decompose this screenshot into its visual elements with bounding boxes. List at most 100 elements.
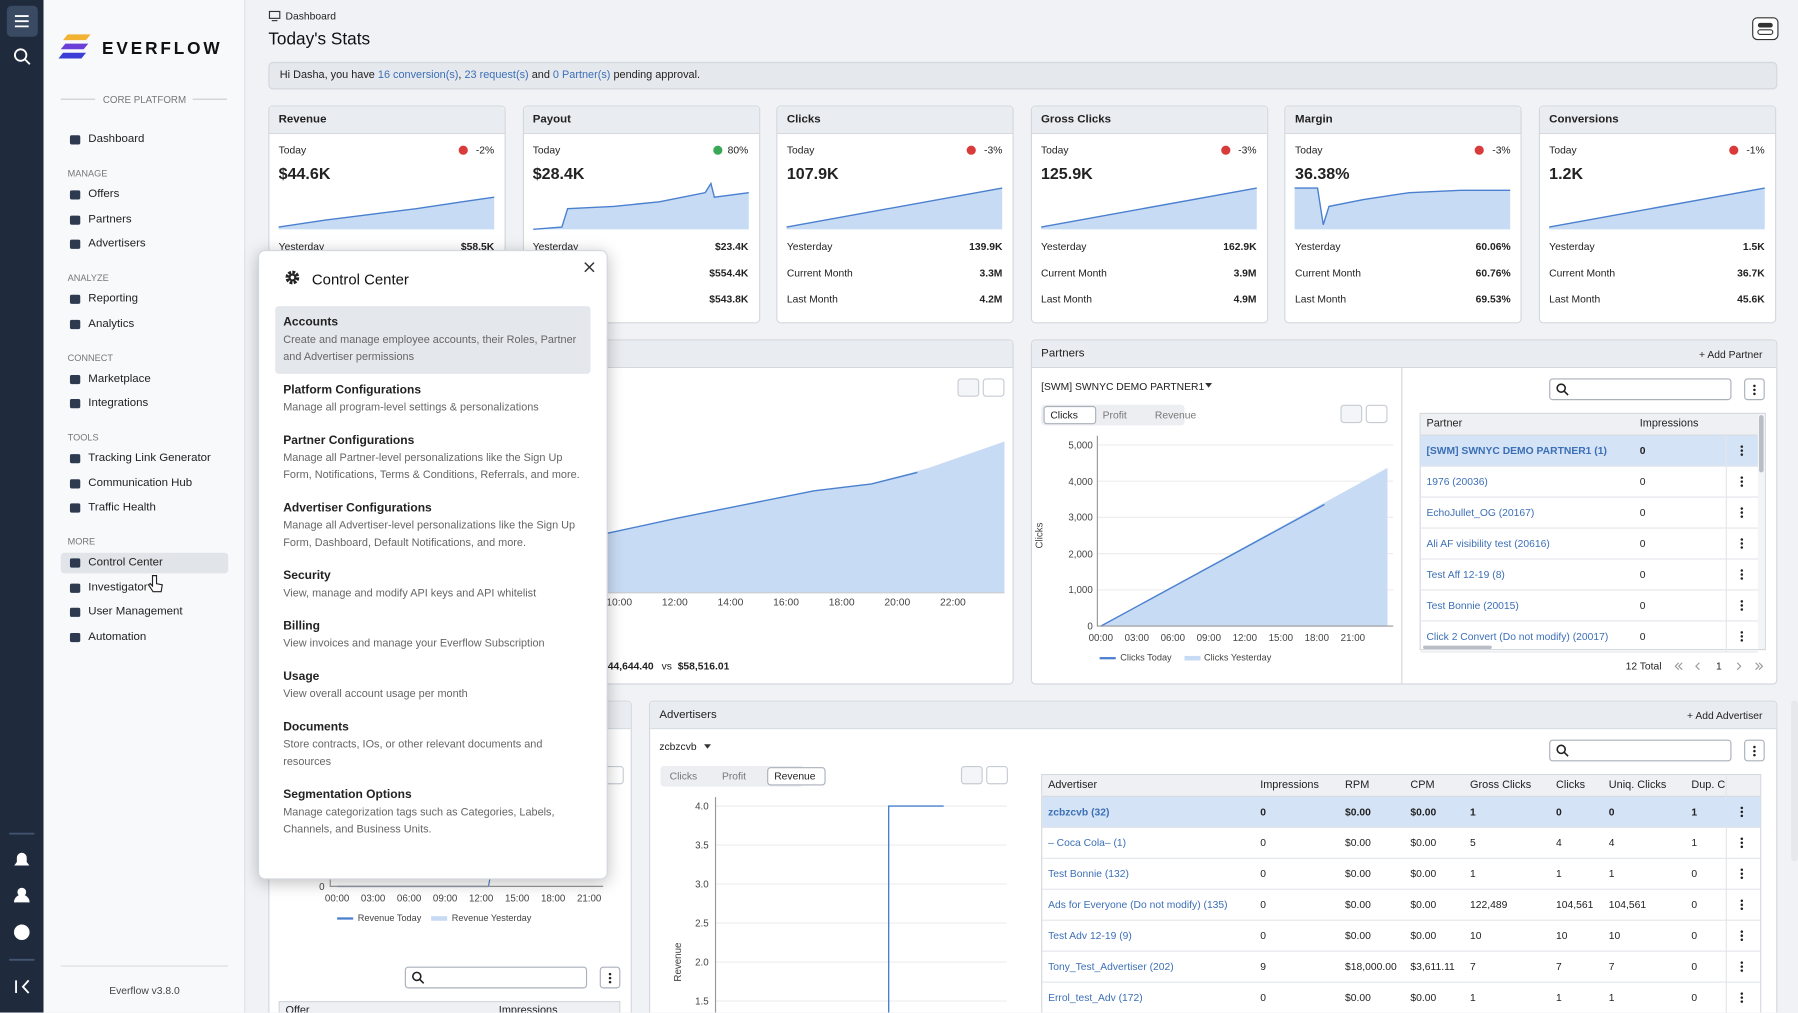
nav-item[interactable]: Reporting [88,292,139,306]
nav-icon [69,215,81,225]
nav-item[interactable]: Dashboard [88,133,145,146]
kpi-row-value: 139.9K [969,240,1003,253]
advertiser-name[interactable]: Test Adv 12-19 (9) [1048,929,1132,942]
y-tick-label: 0 [319,880,325,893]
table-row[interactable] [1420,498,1758,529]
nav-item[interactable]: Partners [88,212,132,226]
kebab-icon [1740,538,1744,549]
table-row[interactable] [1420,467,1758,498]
item-description: View invoices and manage your Everflow S… [283,637,545,651]
kpi-row-value: $58.5K [460,240,495,253]
nav-item[interactable]: Analytics [88,317,135,330]
control-center-item[interactable]: Segmentation Options Manage categorizatio… [275,779,590,847]
scrollbar-thumb [1759,415,1764,473]
control-center-item[interactable]: Documents Store contracts, IOs, or other … [275,711,590,779]
kpi-sparkline [1295,187,1511,230]
table-row[interactable] [1420,435,1758,467]
add-button[interactable]: + Add Advertiser [1686,709,1763,722]
column-header: Offer [285,1004,310,1013]
partner-name[interactable]: 1976 (20036) [1426,475,1488,488]
table-row[interactable] [1042,952,1761,983]
partner-name[interactable]: Test Aff 12-19 (8) [1426,568,1505,581]
control-center-item[interactable]: Partner Configurations Manage all Partner… [275,424,590,492]
nav-item[interactable]: Offers [88,188,120,201]
tab[interactable]: Revenue [774,770,816,783]
add-button[interactable]: + Add Partner [1699,348,1763,361]
control-center-item[interactable]: Usage View overall account usage per mont… [275,660,590,710]
advertiser-name[interactable]: Ads for Everyone (Do not modify) (135) [1048,898,1228,911]
table-row[interactable] [1420,591,1758,622]
table-cell: 0 [1608,806,1615,818]
item-title: Segmentation Options [283,787,412,802]
advertiser-name[interactable]: Tony_Test_Advertiser (202) [1048,960,1174,973]
chart-type-button[interactable] [960,765,983,785]
nav-item[interactable]: User Management [88,605,183,619]
chart-type-button[interactable] [1365,404,1388,424]
control-center-item[interactable]: Security View, manage and modify API keys… [275,560,590,610]
table-row[interactable] [1420,529,1758,560]
table-row[interactable] [1042,983,1761,1013]
nav-item[interactable]: Integrations [88,396,149,410]
y-tick-label: 3.5 [695,839,709,851]
search-input[interactable] [1549,739,1732,762]
table-cell: 0 [1260,991,1266,1004]
table-cell: 1 [1470,806,1476,818]
control-center-item[interactable]: Accounts Create and manage employee accou… [275,306,591,374]
advertiser-select[interactable]: zcbzcvb [659,740,697,753]
search-input[interactable] [404,966,588,989]
search-input[interactable] [1549,378,1732,401]
partner-select[interactable]: [SWM] SWNYC DEMO PARTNER1 [1041,380,1205,393]
tab[interactable]: Revenue [1154,409,1197,421]
advertiser-name[interactable]: Errol_test_Adv (172) [1048,991,1143,1004]
notice-link[interactable]: 0 Partner(s) [552,68,611,82]
nav-item[interactable]: Control Center [88,556,163,569]
close-button[interactable] [584,261,595,273]
kpi-value: 125.9K [1040,163,1093,183]
control-center-item[interactable]: Billing View invoices and manage your Eve… [275,610,590,660]
nav-item[interactable]: Automation [88,630,147,643]
control-center-item[interactable]: Advertiser Configurations Manage all Adve… [275,492,590,560]
nav-item[interactable]: Traffic Health [88,501,156,514]
notice-link[interactable]: 23 request(s) [464,68,529,82]
nav-item[interactable]: Communication Hub [88,476,193,490]
table-cell: 122,489 [1470,898,1508,911]
tab[interactable]: Profit [1102,409,1127,421]
advertiser-name[interactable]: zcbzcvb (32) [1048,806,1110,818]
chart-type-button[interactable] [1340,404,1363,424]
partner-name[interactable]: Ali AF visibility test (20616) [1426,537,1550,550]
y-tick-label: 2.0 [695,956,709,968]
chart-type-button[interactable] [957,378,980,397]
control-center-item[interactable]: Platform Configurations Manage all progra… [275,374,590,424]
partner-name[interactable]: EchoJullet_OG (20167) [1426,506,1535,519]
kpi-change: -3% [1238,144,1257,156]
advertiser-name[interactable]: – Coca Cola– (1) [1048,837,1127,849]
table-row[interactable] [1420,560,1758,591]
chart-type-button[interactable] [982,378,1005,397]
tab[interactable]: Clicks [669,770,698,783]
kpi-title: Revenue [278,113,327,127]
partner-name[interactable]: Click 2 Convert (Do not modify) (20017) [1426,630,1609,643]
partner-name[interactable]: [SWM] SWNYC DEMO PARTNER1 (1) [1426,444,1607,457]
page-title: Today's Stats [268,29,371,50]
chart-type-button[interactable] [986,765,1008,785]
column-header: Partner [1426,417,1463,431]
nav-item[interactable]: Tracking Link Generator [88,451,211,465]
table-row[interactable] [1042,921,1761,952]
table-row[interactable] [1042,796,1761,828]
advertiser-name[interactable]: Test Bonnie (132) [1048,868,1129,880]
nav-item[interactable]: Investigator [88,580,148,594]
table-row[interactable] [1042,828,1761,859]
nav-item[interactable]: Advertisers [88,237,146,250]
nav-item[interactable]: Marketplace [88,372,151,385]
table-row[interactable] [1042,890,1761,921]
table-row[interactable] [1420,622,1758,653]
partner-name[interactable]: Test Bonnie (20015) [1426,599,1519,612]
kebab-icon [1740,992,1744,1003]
layout-toggle[interactable] [1752,17,1780,41]
tab[interactable]: Profit [721,770,747,783]
tab[interactable]: Clicks [1050,409,1078,421]
hscroll-thumb [1423,645,1492,650]
notice-link[interactable]: 16 conversion(s) [377,68,459,82]
table-row[interactable] [1042,859,1761,890]
legend-label: Clicks Yesterday [1204,652,1272,663]
